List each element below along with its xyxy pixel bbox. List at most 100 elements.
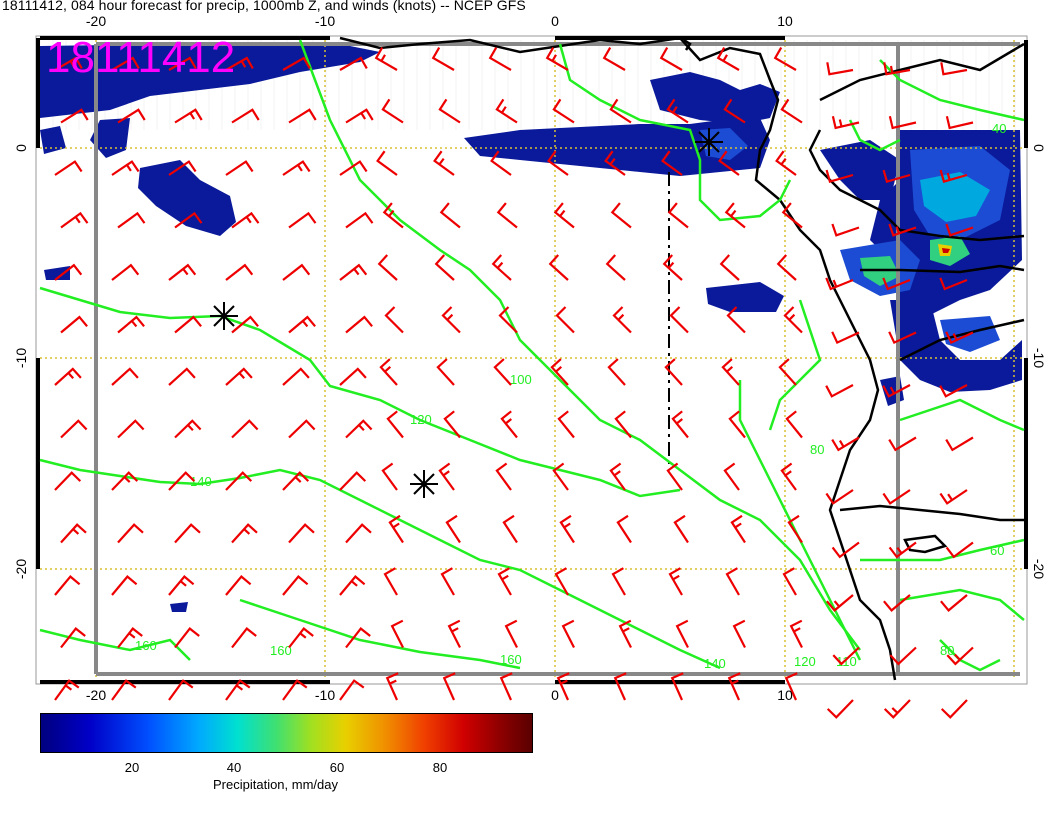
wind-barb bbox=[553, 202, 575, 229]
wind-barb bbox=[831, 436, 860, 452]
wind-barb bbox=[54, 575, 81, 596]
colorbar-label: Precipitation, mm/day bbox=[213, 777, 338, 792]
wind-barb bbox=[721, 358, 740, 386]
wind-barb bbox=[882, 169, 911, 183]
wind-barb bbox=[225, 367, 253, 386]
wind-barb bbox=[225, 575, 252, 596]
wind-barb bbox=[438, 98, 461, 124]
wind-barb bbox=[612, 306, 632, 334]
wind-barb bbox=[605, 254, 626, 281]
wind-barb bbox=[447, 619, 461, 648]
lat-tick-right: -10 bbox=[1031, 348, 1047, 368]
wind-barb bbox=[225, 679, 251, 701]
wind-barb bbox=[339, 263, 368, 281]
contour-label: 160 bbox=[500, 652, 522, 667]
wind-barb bbox=[730, 514, 746, 544]
wind-barb bbox=[339, 367, 367, 386]
wind-barb bbox=[385, 672, 399, 701]
wind-barb bbox=[282, 471, 310, 491]
wind-barb bbox=[168, 160, 197, 176]
wind-barb bbox=[883, 594, 911, 612]
wind-barb bbox=[548, 254, 569, 281]
wind-barb bbox=[282, 575, 309, 596]
wind-barb bbox=[382, 202, 404, 229]
lat-tick-left: 0 bbox=[13, 144, 29, 152]
wind-barb bbox=[168, 679, 194, 701]
wind-barb bbox=[784, 672, 798, 701]
wind-barb bbox=[225, 160, 254, 176]
wind-barb bbox=[664, 358, 683, 386]
wind-barb bbox=[940, 594, 968, 612]
wind-barb bbox=[111, 263, 140, 281]
wind-barb bbox=[491, 254, 512, 281]
wind-barb bbox=[288, 627, 314, 649]
wind-barb bbox=[556, 672, 570, 701]
contour-label: 140 bbox=[704, 656, 726, 671]
wind-barb bbox=[345, 315, 373, 334]
wind-barb bbox=[339, 160, 368, 176]
wind-barb bbox=[888, 436, 917, 452]
wind-barb bbox=[723, 462, 740, 491]
wind-barb bbox=[377, 254, 398, 281]
wind-barb bbox=[231, 211, 260, 229]
date-stamp: 18111412 bbox=[46, 33, 236, 82]
wind-barb bbox=[662, 254, 683, 281]
contour-label: 100 bbox=[510, 372, 532, 387]
wind-barb bbox=[174, 108, 203, 124]
wind-barb bbox=[609, 98, 632, 124]
wind-barb bbox=[111, 575, 138, 596]
wind-barb bbox=[945, 436, 974, 452]
wind-barb bbox=[339, 471, 367, 491]
wind-barb bbox=[288, 211, 317, 229]
wind-barb bbox=[940, 62, 968, 76]
wind-barb bbox=[497, 567, 512, 596]
wind-barb bbox=[117, 419, 145, 439]
lon-tick-bottom: 10 bbox=[777, 687, 793, 703]
wind-barb bbox=[111, 679, 137, 701]
wind-barb bbox=[727, 672, 741, 701]
wind-barb bbox=[168, 471, 196, 491]
wind-barb bbox=[939, 384, 968, 398]
wind-barb bbox=[386, 410, 404, 439]
contour-labels: 40 60 80 100 120 140 160 160 160 140 120… bbox=[135, 121, 1006, 671]
wind-barb bbox=[174, 315, 202, 334]
wind-barb bbox=[225, 471, 253, 491]
map-title: 18111412, 084 hour forecast for precip, … bbox=[2, 0, 526, 13]
wind-barb bbox=[559, 514, 575, 544]
wind-barb bbox=[60, 211, 89, 229]
lat-tick-right: 0 bbox=[1031, 144, 1047, 152]
wind-barb bbox=[60, 523, 87, 544]
wind-barb bbox=[111, 56, 140, 71]
wind-barb bbox=[775, 150, 797, 176]
wind-barb bbox=[780, 462, 797, 491]
wind-barb bbox=[231, 108, 260, 124]
frame-edges bbox=[36, 36, 1028, 684]
wind-barb bbox=[787, 514, 803, 544]
wind-barb bbox=[376, 150, 398, 176]
contour-label: 160 bbox=[135, 638, 157, 653]
wind-barb bbox=[557, 410, 575, 439]
lon-tick-top: 10 bbox=[777, 13, 793, 29]
wind-barb bbox=[719, 254, 740, 281]
wind-barb bbox=[54, 56, 83, 71]
colorbar-tick: 80 bbox=[432, 760, 448, 775]
wind-barb bbox=[282, 56, 311, 71]
wind-barb bbox=[609, 462, 626, 491]
wind-barb bbox=[111, 367, 139, 386]
wind-barb bbox=[288, 523, 315, 544]
wind-barb bbox=[616, 514, 632, 544]
precip-colorbar bbox=[40, 713, 533, 753]
wind-barb bbox=[174, 211, 203, 229]
wind-barb bbox=[831, 115, 860, 130]
wind-barb bbox=[611, 567, 626, 596]
wind-barb bbox=[831, 541, 860, 559]
wind-barb bbox=[495, 462, 512, 491]
wind-barb bbox=[945, 541, 974, 559]
wind-barb bbox=[490, 150, 512, 176]
wind-barb bbox=[945, 223, 974, 237]
lat-tick-left: -20 bbox=[13, 559, 29, 579]
wind-barb bbox=[832, 646, 860, 666]
wind-barb bbox=[381, 462, 398, 491]
wind-barb bbox=[117, 315, 145, 334]
wind-barb bbox=[54, 263, 83, 281]
